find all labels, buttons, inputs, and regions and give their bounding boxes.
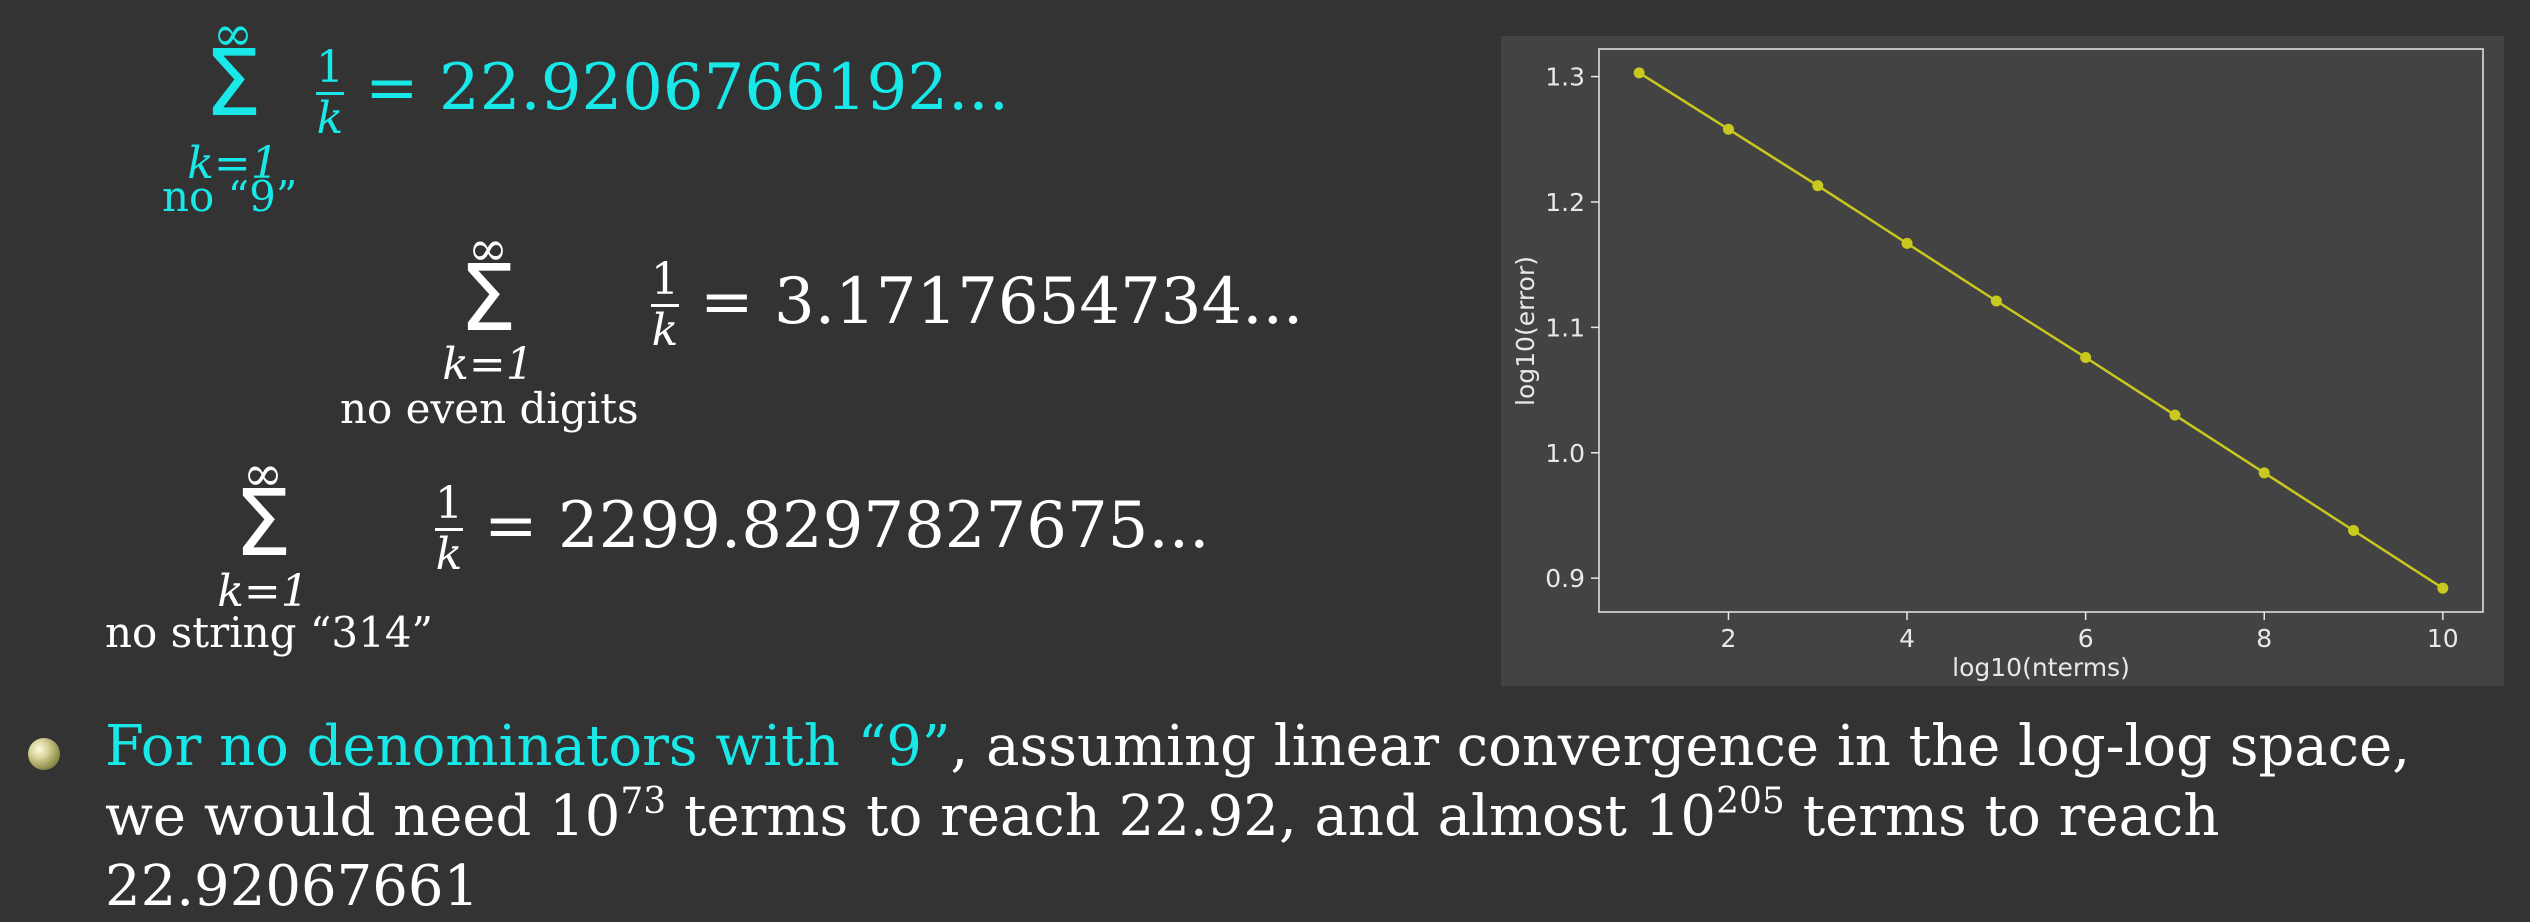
summation-lower-limit: k=1 — [217, 566, 309, 617]
data-point — [1901, 237, 1913, 249]
data-point — [2258, 467, 2270, 479]
y-tick-label: 1.2 — [1545, 188, 1585, 217]
fraction-denominator: k — [651, 305, 679, 356]
bullet-exponent: 205 — [1716, 781, 1785, 822]
data-point — [1990, 295, 2002, 307]
bullet-text-part: terms to reach 22.92, and almost 10 — [666, 784, 1717, 849]
fraction-numerator: 1 — [651, 254, 679, 305]
summation-condition: no “9” — [162, 172, 298, 221]
data-point — [2437, 582, 2449, 594]
fraction-numerator: 1 — [316, 42, 344, 93]
series-line — [1638, 71, 2444, 590]
x-tick-label: 4 — [1899, 624, 1915, 653]
x-tick-label: 2 — [1721, 624, 1737, 653]
y-tick-label: 0.9 — [1545, 564, 1585, 593]
data-point — [2169, 409, 2181, 421]
infinity-upper-limit: ∞ — [243, 446, 283, 502]
bullet-paragraph: For no denominators with “9”, assuming l… — [105, 712, 2505, 922]
data-point — [1722, 123, 1734, 135]
sigma-icon: Σ — [458, 245, 518, 352]
data-point — [1633, 67, 1645, 79]
x-tick-label: 10 — [2427, 624, 2459, 653]
x-axis-label: log10(nterms) — [1952, 653, 2130, 682]
infinity-upper-limit: ∞ — [468, 221, 508, 277]
fraction-bar — [651, 304, 679, 307]
bullet-highlight: For no denominators with “9” — [105, 714, 951, 779]
plot-area-frame — [1598, 48, 2484, 613]
y-tick-label: 1.3 — [1545, 63, 1585, 92]
data-point — [2080, 351, 2092, 363]
fraction-denominator: k — [316, 93, 344, 144]
summation-condition: no even digits — [340, 384, 639, 433]
x-tick-label: 6 — [2078, 624, 2094, 653]
chart-svg: 2 4 6 8 10 0.9 1.0 1.1 1.2 1.3 log10(nterms) log1… — [1511, 48, 2484, 682]
sum-value: 3.1717654734... — [773, 265, 1304, 339]
fraction-one-over-k: 1 k — [648, 258, 682, 353]
bullet-text-part: , assuming linear convergence in the log… — [105, 714, 2411, 849]
sum-value: 2299.8297827675... — [557, 489, 1210, 563]
summation-lower-limit: k=1 — [187, 138, 279, 189]
summation-symbol: ∞ Σ k=1 — [408, 225, 568, 415]
summation-condition: no string “314” — [105, 608, 434, 657]
sigma-icon: Σ — [203, 30, 263, 137]
equals-sign: = — [700, 265, 754, 339]
formula-result: = 3.1717654734... — [700, 262, 1303, 342]
summation-lower-limit: k=1 — [442, 339, 534, 390]
fraction-one-over-k: 1 k — [432, 482, 466, 577]
sum-value: 22.9206766192... — [438, 51, 1009, 125]
sigma-icon: Σ — [233, 470, 293, 577]
y-axis-label: log10(error) — [1511, 256, 1540, 406]
formula-result: = 2299.8297827675... — [484, 486, 1209, 566]
y-tick-label: 1.0 — [1545, 439, 1585, 468]
data-point — [1812, 180, 1824, 192]
bullet-icon — [28, 738, 60, 770]
data-point — [2348, 524, 2360, 536]
fraction-one-over-k: 1 k — [313, 46, 347, 141]
equals-sign: = — [365, 51, 419, 125]
fraction-numerator: 1 — [435, 478, 463, 529]
bullet-exponent: 73 — [620, 781, 667, 822]
equals-sign: = — [484, 489, 538, 563]
summation-symbol: ∞ Σ k=1 — [183, 450, 343, 640]
fraction-bar — [435, 528, 463, 531]
fraction-denominator: k — [435, 529, 463, 580]
summation-symbol: ∞ Σ k=1 — [153, 10, 313, 200]
y-tick-label: 1.1 — [1545, 313, 1585, 342]
fraction-bar — [316, 92, 344, 95]
infinity-upper-limit: ∞ — [213, 6, 253, 62]
formula-result: = 22.9206766192... — [365, 48, 1009, 128]
convergence-chart: 2 4 6 8 10 0.9 1.0 1.1 1.2 1.3 log10(nterms) log1… — [1501, 36, 2504, 686]
x-tick-label: 8 — [2256, 624, 2272, 653]
